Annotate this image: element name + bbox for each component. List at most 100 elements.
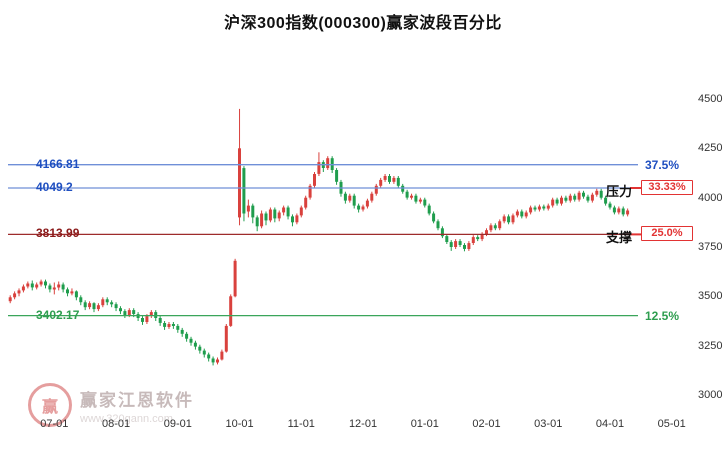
candle-body: [449, 242, 453, 247]
candle-body: [52, 287, 56, 290]
level-price-label: 4166.81: [36, 156, 80, 171]
candle-body: [560, 197, 563, 204]
candle-body: [542, 206, 546, 209]
candle-body: [476, 237, 480, 240]
candle-body: [110, 302, 114, 305]
candle-body: [515, 211, 519, 216]
candle-body: [573, 195, 577, 200]
candle-body: [295, 215, 299, 223]
candle-body: [123, 311, 127, 315]
level-pct-label: 12.5%: [645, 308, 680, 323]
y-axis-tick: 4500: [698, 93, 723, 105]
candle-body: [445, 236, 449, 242]
candle-body: [621, 208, 625, 215]
candle-body: [392, 177, 396, 182]
candle-body: [79, 297, 83, 303]
candle-body: [370, 193, 374, 201]
candle-body: [66, 289, 69, 294]
x-axis-tick: 11-01: [287, 418, 315, 430]
candle-body: [101, 299, 105, 306]
candle-body: [83, 302, 87, 308]
candle-body: [577, 192, 581, 200]
y-axis-tick: 3750: [698, 241, 723, 253]
candle-body: [30, 283, 34, 288]
y-axis-tick: 3250: [698, 339, 723, 352]
brand-logo-char: 赢: [41, 399, 58, 416]
watermark-text: 赢家江恩软件 www.320gann.com: [80, 386, 194, 425]
candle-body: [586, 196, 590, 201]
candle-body: [454, 241, 458, 247]
candle-body: [511, 215, 515, 223]
candle-body: [158, 318, 162, 323]
candle-body: [480, 234, 484, 240]
candle-body: [304, 197, 308, 208]
candle-body: [238, 148, 241, 218]
candle-body: [260, 213, 264, 227]
candle-body: [149, 312, 153, 316]
y-axis-tick: 4250: [698, 142, 723, 155]
candle-body: [458, 241, 462, 245]
candle-body: [13, 293, 17, 298]
candle-body: [401, 185, 405, 192]
candle-body: [185, 333, 189, 339]
candle-body: [26, 283, 30, 287]
candle-body: [555, 199, 559, 204]
candle-body: [291, 216, 294, 223]
candle-body: [268, 209, 272, 221]
x-axis-tick: 07-01: [40, 418, 69, 430]
y-axis-tick: 3000: [698, 389, 723, 401]
candle-body: [216, 359, 219, 363]
candle-body: [551, 199, 555, 206]
candle-body: [343, 193, 347, 201]
candle-body: [44, 281, 47, 286]
x-axis-tick: 05-01: [657, 418, 686, 430]
x-axis-tick: 09-01: [163, 418, 192, 430]
candle-body: [626, 210, 630, 215]
candle-body: [374, 185, 378, 194]
candle-body: [39, 281, 43, 285]
x-axis-tick: 08-01: [101, 418, 131, 430]
candle-body: [264, 213, 268, 221]
candle-body: [396, 177, 400, 186]
level-side-label: 支撑: [605, 230, 632, 246]
candle-body: [114, 304, 118, 309]
candle-body: [564, 197, 568, 201]
candle-body: [524, 212, 528, 217]
x-axis-tick: 10-01: [225, 418, 254, 430]
brand-logo-icon: 赢: [28, 383, 72, 427]
candle-body: [414, 195, 418, 202]
candle-body: [533, 207, 537, 210]
candle-body: [74, 291, 78, 298]
level-price-label: 4049.2: [36, 179, 73, 194]
candle-body: [308, 185, 312, 198]
candle-body: [595, 190, 599, 195]
candle-body: [388, 176, 391, 182]
candle-body: [119, 308, 122, 312]
level-price-label: 3813.99: [36, 226, 80, 241]
candle-body: [35, 284, 39, 288]
candle-body: [127, 310, 131, 315]
candle-body: [171, 324, 175, 326]
candle-body: [599, 190, 603, 198]
level-pct-box: 33.33%: [641, 179, 693, 195]
candle-body: [277, 212, 281, 219]
candle-body: [167, 324, 171, 327]
candle-body: [405, 191, 409, 198]
candle-body: [502, 216, 506, 222]
candle-body: [242, 168, 246, 214]
candle-body: [520, 211, 524, 217]
candle-body: [546, 205, 550, 209]
candle-body: [418, 199, 422, 202]
candle-body: [582, 192, 585, 197]
candle-body: [163, 323, 167, 327]
candle-body: [568, 195, 572, 201]
candle-body: [17, 290, 21, 294]
candle-body: [410, 195, 413, 198]
candle-body: [92, 303, 96, 310]
candle-body: [207, 354, 211, 359]
candle-body: [21, 286, 25, 291]
candle-body: [432, 213, 436, 222]
x-axis-tick: 12-01: [348, 418, 378, 430]
candle-body: [612, 207, 616, 213]
